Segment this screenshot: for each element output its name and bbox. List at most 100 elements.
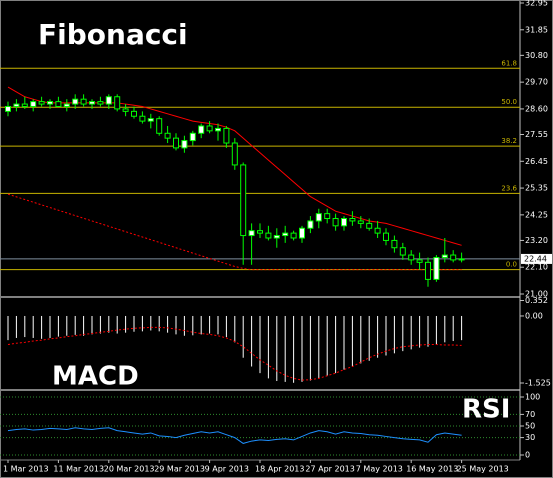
candle-body xyxy=(206,125,213,132)
x-tick-label: 1 Mar 2013 xyxy=(3,465,49,474)
candle-body xyxy=(383,232,389,241)
y-tick-label: 0.00 xyxy=(525,311,543,320)
y-tick-label: -1.525 xyxy=(525,379,551,388)
x-tick-label: 7 May 2013 xyxy=(356,465,403,474)
last-price-label: 22.44 xyxy=(524,254,547,263)
candle-body xyxy=(416,259,423,263)
y-tick-label: 29.70 xyxy=(525,78,548,87)
candle-body xyxy=(257,230,263,234)
candle-body xyxy=(30,101,37,107)
y-tick-label: 21.00 xyxy=(525,290,548,299)
y-tick-label: 70 xyxy=(525,410,535,419)
candle-body xyxy=(425,261,431,280)
x-tick-label: 27 Apr 2013 xyxy=(305,465,354,474)
candle-body xyxy=(181,140,188,149)
x-tick-label: 25 May 2013 xyxy=(457,465,509,474)
y-tick-label: 100 xyxy=(525,393,540,402)
candle-body xyxy=(131,110,137,117)
candle-body xyxy=(433,256,440,280)
candle-body xyxy=(139,115,146,122)
x-tick-label: 18 Apr 2013 xyxy=(255,465,304,474)
candle-body xyxy=(114,96,121,110)
candle-body xyxy=(282,232,289,237)
x-tick-label: 16 May 2013 xyxy=(406,465,458,474)
y-tick-label: 50 xyxy=(525,422,535,431)
candle-body xyxy=(173,137,179,149)
fib-label: 50.0 xyxy=(501,98,517,106)
candle-body xyxy=(97,101,104,105)
panel-title: RSI xyxy=(462,395,510,425)
candle-body xyxy=(248,230,255,237)
rsi-line xyxy=(7,427,462,444)
candle-body xyxy=(299,227,305,239)
last-price-box xyxy=(521,253,552,264)
candle-body xyxy=(374,227,381,234)
x-tick-label: 20 Mar 2013 xyxy=(104,465,155,474)
candle-body xyxy=(164,132,171,139)
y-tick-label: 22.10 xyxy=(525,263,548,272)
x-tick-label: 9 Apr 2013 xyxy=(205,465,249,474)
candle-body xyxy=(349,218,356,222)
candle-body xyxy=(391,239,398,249)
candle-body xyxy=(13,103,20,107)
candle-body xyxy=(450,254,457,261)
panel-title: MACD xyxy=(52,362,139,392)
candle-body xyxy=(189,132,196,142)
candle-body xyxy=(72,98,79,105)
candle-body xyxy=(458,258,465,261)
x-tick-label: 11 Mar 2013 xyxy=(53,465,104,474)
y-tick-label: 30 xyxy=(525,433,535,442)
fib-label: 23.6 xyxy=(501,184,517,192)
candle-body xyxy=(47,101,53,105)
candle-body xyxy=(215,127,221,132)
candle-body xyxy=(38,101,45,105)
candle-body xyxy=(273,235,280,239)
candle-body xyxy=(89,101,95,105)
candle-body xyxy=(105,96,112,105)
candle-body xyxy=(122,108,129,112)
candle-body xyxy=(341,218,347,227)
y-tick-label: 0 xyxy=(525,451,530,460)
candle-body xyxy=(366,222,373,229)
candle-body xyxy=(55,101,62,107)
candle-body xyxy=(5,105,11,112)
candle-body xyxy=(307,220,314,229)
candle-body xyxy=(240,164,247,237)
candle-body xyxy=(265,232,272,239)
fib-label: 61.8 xyxy=(501,59,517,67)
candle-body xyxy=(332,218,339,227)
y-tick-label: 25.35 xyxy=(525,184,548,193)
y-tick-label: 0.352 xyxy=(525,296,548,305)
fib-label: 0.0 xyxy=(506,261,517,269)
candle-body xyxy=(80,98,87,105)
y-tick-label: 30.80 xyxy=(525,51,548,60)
candle-body xyxy=(198,125,205,134)
candle-body xyxy=(21,103,28,107)
y-tick-label: 24.25 xyxy=(525,210,548,219)
candle-body xyxy=(290,232,297,239)
y-tick-label: 31.85 xyxy=(525,25,548,34)
panel-title: Fibonacci xyxy=(38,18,188,51)
x-tick-label: 29 Mar 2013 xyxy=(154,465,205,474)
y-tick-label: 32.95 xyxy=(525,0,548,8)
fib-label: 38.2 xyxy=(501,137,517,145)
candle-body xyxy=(324,213,331,220)
y-tick-label: 23.20 xyxy=(525,236,548,245)
candle-body xyxy=(231,142,238,166)
candle-body xyxy=(357,220,364,224)
y-tick-label: 28.60 xyxy=(525,104,548,113)
candle-body xyxy=(441,254,448,258)
candle-body xyxy=(408,254,415,261)
candle-body xyxy=(147,118,154,122)
macd-signal xyxy=(7,326,462,381)
moving-average xyxy=(7,193,462,271)
candle-body xyxy=(63,103,70,107)
candle-body xyxy=(315,213,322,222)
candle-body xyxy=(156,118,163,134)
candle-body xyxy=(399,247,406,256)
y-tick-label: 27.55 xyxy=(525,130,548,139)
y-tick-label: 26.45 xyxy=(525,157,548,166)
candle-body xyxy=(223,127,230,144)
